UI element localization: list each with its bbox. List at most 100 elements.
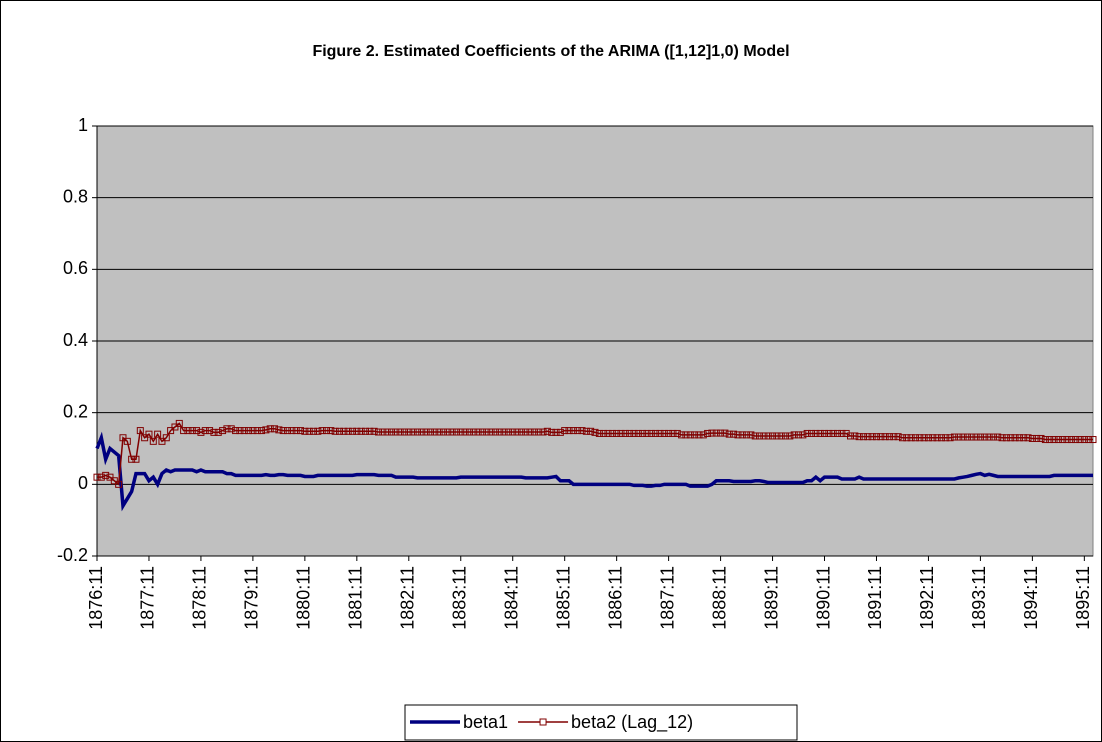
legend-label: beta2 (Lag_12) [571, 712, 693, 733]
series-marker [712, 429, 720, 437]
series-marker [799, 431, 807, 439]
series-marker [782, 432, 790, 440]
series-marker [310, 427, 318, 435]
series-marker [400, 428, 408, 436]
series-marker [439, 428, 447, 436]
series-marker [838, 429, 846, 437]
series-marker [894, 433, 902, 441]
series-marker [825, 429, 833, 437]
series-marker [578, 427, 586, 435]
series-marker [981, 433, 989, 441]
series-marker [379, 428, 387, 436]
x-tick-label: 1882:11 [398, 566, 418, 630]
series-marker [704, 429, 712, 437]
series-marker [258, 427, 266, 435]
series-marker [959, 433, 967, 441]
series-marker [872, 433, 880, 441]
series-marker [136, 427, 144, 435]
series-marker [859, 433, 867, 441]
series-marker [864, 433, 872, 441]
series-marker [448, 428, 456, 436]
series-marker [487, 428, 495, 436]
series-marker [1002, 434, 1010, 442]
series-marker [1046, 436, 1054, 444]
series-marker [669, 429, 677, 437]
series-marker [474, 428, 482, 436]
series-marker [608, 429, 616, 437]
series-marker [240, 427, 248, 435]
series-marker [695, 431, 703, 439]
series-marker [1063, 436, 1071, 444]
series-marker [180, 427, 188, 435]
x-tick-label: 1881:11 [346, 566, 366, 630]
series-marker [288, 427, 296, 435]
series-marker [665, 429, 673, 437]
series-marker [613, 429, 621, 437]
series-marker [119, 434, 127, 442]
series-marker [574, 427, 582, 435]
series-marker [353, 427, 361, 435]
series-marker [457, 428, 465, 436]
series-line [95, 431, 1093, 512]
x-tick-label: 1889:11 [761, 566, 781, 630]
series-marker [409, 428, 417, 436]
series-marker [245, 427, 253, 435]
series-marker [760, 432, 768, 440]
series-marker [175, 419, 183, 427]
series-marker [331, 427, 339, 435]
series-marker [314, 427, 322, 435]
series-marker [708, 429, 716, 437]
series-marker [911, 434, 919, 442]
series-marker [639, 429, 647, 437]
series-marker [717, 429, 725, 437]
series-marker [643, 429, 651, 437]
series-marker [950, 433, 958, 441]
series-marker [496, 428, 504, 436]
series-marker [387, 428, 395, 436]
series-marker [769, 432, 777, 440]
series-marker [141, 434, 149, 442]
series-marker [526, 428, 534, 436]
series-marker [530, 428, 538, 436]
series-marker [868, 433, 876, 441]
series-marker [413, 428, 421, 436]
series-marker [1059, 436, 1067, 444]
series-marker [790, 431, 798, 439]
series-marker [522, 428, 530, 436]
series-marker [855, 433, 863, 441]
series-marker [630, 429, 638, 437]
series-marker [444, 428, 452, 436]
x-tick-label: 1887:11 [657, 566, 677, 630]
series-marker [361, 427, 369, 435]
legend-marker [539, 718, 547, 726]
series-marker [110, 477, 118, 485]
series-marker [1041, 436, 1049, 444]
series-marker [305, 427, 313, 435]
series-marker [167, 427, 175, 435]
series-marker [340, 427, 348, 435]
series-marker [396, 428, 404, 436]
series-marker [1015, 434, 1023, 442]
x-tick-label: 1891:11 [865, 566, 885, 630]
series-marker [418, 428, 426, 436]
series-marker [1011, 434, 1019, 442]
series-marker [846, 432, 854, 440]
series-marker [569, 427, 577, 435]
series-marker [188, 427, 196, 435]
series-marker [621, 429, 629, 437]
series-marker [721, 429, 729, 437]
legend-box [404, 704, 798, 741]
series-marker [297, 427, 305, 435]
series-marker [249, 427, 257, 435]
series-marker [535, 428, 543, 436]
series-marker [357, 427, 365, 435]
series-marker [673, 429, 681, 437]
x-tick-label: 1883:11 [450, 566, 470, 630]
series-marker [998, 434, 1006, 442]
y-tick-label: 0.4 [63, 330, 88, 350]
series-marker [994, 433, 1002, 441]
series-marker [985, 433, 993, 441]
series-marker [366, 427, 374, 435]
